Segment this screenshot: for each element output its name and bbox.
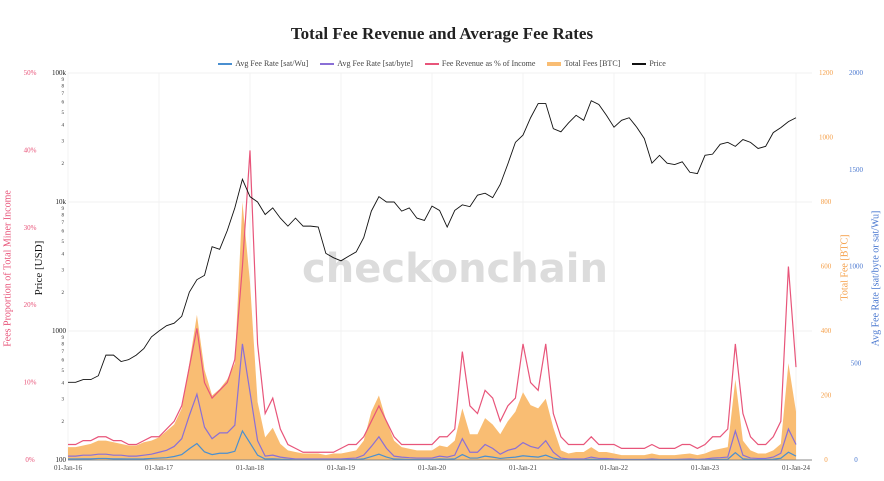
price-minor-tick-label: 8	[62, 214, 65, 219]
y-axis-title-fee-pct: Fees Proportion of Total Miner Income	[2, 190, 14, 347]
price-minor-tick-label: 7	[62, 350, 65, 355]
x-tick-label: 01-Jan-17	[145, 464, 173, 472]
y-axis-title-fee-rate: Avg Fee Rate [sat/byte or sat/Wu]	[870, 210, 882, 347]
price-minor-tick-label: 8	[62, 343, 65, 348]
legend: Avg Fee Rate [sat/Wu] Avg Fee Rate [sat/b…	[0, 59, 884, 68]
price-minor-tick-label: 6	[62, 101, 65, 106]
price-tick-label: 1000	[52, 327, 67, 335]
total-fee-tick-label: 1200	[819, 69, 834, 77]
price-minor-tick-label: 9	[62, 78, 65, 83]
total-fee-tick-label: 1000	[819, 134, 834, 142]
price-minor-tick-label: 5	[62, 369, 65, 374]
fee-rate-tick-label: 1000	[849, 263, 864, 271]
price-minor-tick-label: 6	[62, 359, 65, 364]
x-tick-label: 01-Jan-19	[327, 464, 355, 472]
legend-item[interactable]: Total Fees [BTC]	[547, 59, 620, 68]
fee-pct-tick-label: 30%	[24, 224, 37, 232]
price-minor-tick-label: 6	[62, 230, 65, 235]
price-minor-tick-label: 3	[62, 397, 65, 402]
x-tick-label: 01-Jan-18	[236, 464, 264, 472]
price-minor-tick-label: 4	[62, 123, 65, 128]
price-minor-tick-label: 2	[62, 291, 65, 296]
legend-label: Avg Fee Rate [sat/byte]	[337, 59, 413, 68]
legend-swatch	[424, 62, 439, 65]
x-tick-label: 01-Jan-16	[54, 464, 82, 472]
legend-swatch	[547, 61, 562, 66]
legend-item[interactable]: Price	[632, 59, 666, 68]
x-tick-label: 01-Jan-20	[418, 464, 446, 472]
total-fee-tick-label: 200	[821, 392, 832, 400]
price-minor-tick-label: 2	[62, 162, 65, 167]
price-minor-tick-label: 9	[62, 336, 65, 341]
x-tick-label: 01-Jan-23	[691, 464, 719, 472]
price-minor-tick-label: 5	[62, 111, 65, 116]
legend-label: Avg Fee Rate [sat/Wu]	[235, 59, 309, 68]
fee-rate-tick-label: 0	[854, 456, 858, 464]
y-axis-title-price: Price [USD]	[33, 240, 45, 296]
x-tick-label: 01-Jan-22	[600, 464, 628, 472]
price-minor-tick-label: 3	[62, 139, 65, 144]
price-tick-label: 100k	[52, 69, 67, 77]
legend-item[interactable]: Avg Fee Rate [sat/byte]	[320, 59, 413, 68]
legend-label: Total Fees [BTC]	[564, 59, 621, 68]
price-tick-label: 100	[56, 456, 67, 464]
price-tick-label: 10k	[56, 198, 67, 206]
watermark: checkonchain	[302, 246, 608, 292]
price-minor-tick-label: 2	[62, 420, 65, 425]
x-tick-label: 01-Jan-21	[509, 464, 537, 472]
fee-pct-tick-label: 10%	[24, 379, 37, 387]
total-fee-tick-label: 400	[821, 327, 832, 335]
price-minor-tick-label: 4	[62, 252, 65, 257]
chart-title: Total Fee Revenue and Average Fee Rates	[290, 24, 594, 43]
fee-rate-tick-label: 2000	[849, 69, 864, 77]
legend-swatch	[218, 62, 233, 65]
total-fee-tick-label: 800	[821, 198, 832, 206]
fee-pct-tick-label: 40%	[24, 146, 37, 154]
fee-pct-tick-label: 20%	[24, 301, 37, 309]
price-minor-tick-label: 8	[62, 85, 65, 90]
x-tick-label: 01-Jan-24	[782, 464, 810, 472]
legend-label: Fee Revenue as % of Income	[441, 59, 536, 68]
total-fee-tick-label: 600	[821, 263, 832, 271]
price-minor-tick-label: 3	[62, 268, 65, 273]
y-axis-title-total-fee: Total Fee [BTC]	[839, 234, 851, 301]
fee-rate-tick-label: 500	[851, 359, 862, 367]
price-minor-tick-label: 5	[62, 240, 65, 245]
legend-swatch	[632, 62, 647, 65]
legend-swatch	[320, 62, 335, 65]
fee-pct-tick-label: 50%	[24, 69, 37, 77]
legend-item[interactable]: Fee Revenue as % of Income	[424, 59, 536, 68]
fee-rate-tick-label: 1500	[849, 166, 864, 174]
legend-label: Price	[649, 59, 666, 68]
price-minor-tick-label: 4	[62, 381, 65, 386]
price-minor-tick-label: 9	[62, 207, 65, 212]
total-fee-tick-label: 0	[824, 456, 828, 464]
price-minor-tick-label: 7	[62, 221, 65, 226]
legend-item[interactable]: Avg Fee Rate [sat/Wu]	[218, 59, 308, 68]
price-minor-tick-label: 7	[62, 92, 65, 97]
fee-pct-tick-label: 0%	[25, 456, 35, 464]
